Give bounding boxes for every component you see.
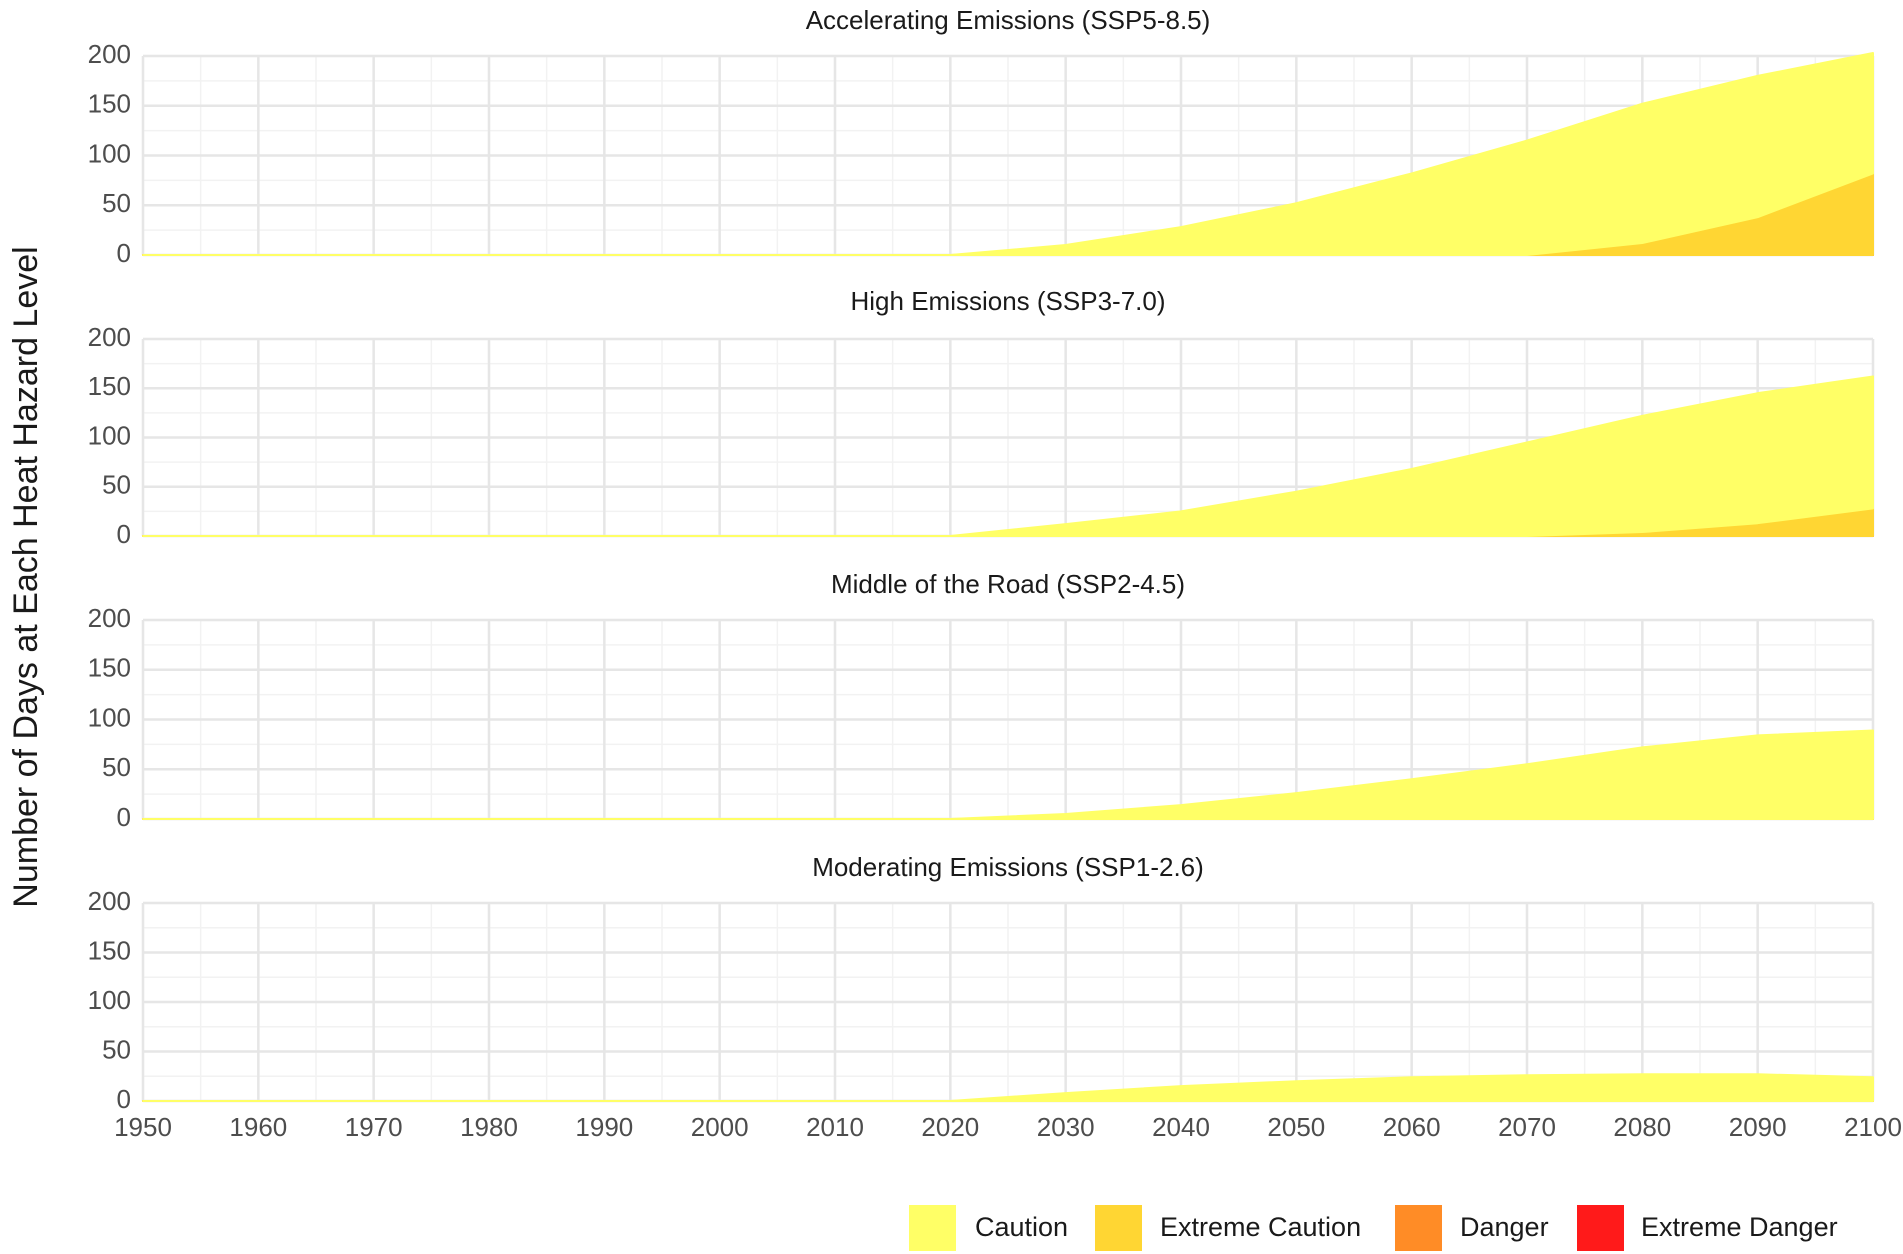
x-tick-label: 1950 bbox=[114, 1112, 172, 1142]
x-tick-label: 2020 bbox=[921, 1112, 979, 1142]
y-tick-label: 50 bbox=[102, 1034, 131, 1064]
x-tick-label: 2060 bbox=[1383, 1112, 1441, 1142]
x-tick-label: 1970 bbox=[345, 1112, 403, 1142]
y-tick-label: 0 bbox=[117, 1084, 131, 1114]
legend-label: Extreme Danger bbox=[1641, 1212, 1838, 1242]
y-tick-label: 150 bbox=[88, 89, 131, 119]
y-tick-label: 100 bbox=[88, 702, 131, 732]
area bbox=[142, 1073, 1874, 1102]
y-tick-label: 50 bbox=[102, 470, 131, 500]
y-axis-label: Number of Days at Each Heat Hazard Level bbox=[7, 246, 45, 907]
x-tick-label: 2100 bbox=[1844, 1112, 1902, 1142]
y-tick-label: 100 bbox=[88, 985, 131, 1015]
y-tick-label: 0 bbox=[117, 519, 131, 549]
legend-swatch bbox=[909, 1205, 956, 1251]
panel-title: Middle of the Road (SSP2-4.5) bbox=[831, 569, 1185, 599]
y-tick-label: 150 bbox=[88, 935, 131, 965]
area bbox=[142, 729, 1874, 820]
y-tick-label: 100 bbox=[88, 420, 131, 450]
x-tick-label: 1960 bbox=[229, 1112, 287, 1142]
legend-label: Caution bbox=[975, 1212, 1068, 1242]
y-tick-label: 200 bbox=[88, 322, 131, 352]
y-tick-label: 50 bbox=[102, 188, 131, 218]
x-tick-label: 2050 bbox=[1267, 1112, 1325, 1142]
x-tick-label: 1990 bbox=[575, 1112, 633, 1142]
panel-title: Moderating Emissions (SSP1-2.6) bbox=[812, 852, 1204, 882]
y-tick-label: 100 bbox=[88, 138, 131, 168]
legend-label: Danger bbox=[1460, 1212, 1549, 1242]
y-tick-label: 150 bbox=[88, 653, 131, 683]
y-tick-label: 200 bbox=[88, 603, 131, 633]
x-tick-label: 2010 bbox=[806, 1112, 864, 1142]
area bbox=[142, 52, 1874, 256]
legend-label: Extreme Caution bbox=[1160, 1212, 1361, 1242]
y-tick-label: 200 bbox=[88, 39, 131, 69]
x-tick-label: 1980 bbox=[460, 1112, 518, 1142]
x-tick-label: 2090 bbox=[1729, 1112, 1787, 1142]
panel-title: High Emissions (SSP3-7.0) bbox=[851, 286, 1166, 316]
legend-swatch bbox=[1577, 1205, 1624, 1251]
y-tick-label: 0 bbox=[117, 802, 131, 832]
legend-swatch bbox=[1095, 1205, 1142, 1251]
y-tick-label: 50 bbox=[102, 752, 131, 782]
x-tick-label: 2030 bbox=[1037, 1112, 1095, 1142]
x-tick-label: 2040 bbox=[1152, 1112, 1210, 1142]
y-tick-label: 0 bbox=[117, 238, 131, 268]
x-tick-label: 2070 bbox=[1498, 1112, 1556, 1142]
y-tick-label: 200 bbox=[88, 886, 131, 916]
area bbox=[142, 375, 1874, 537]
y-tick-label: 150 bbox=[88, 371, 131, 401]
legend-swatch bbox=[1395, 1205, 1442, 1251]
panel-title: Accelerating Emissions (SSP5-8.5) bbox=[806, 5, 1211, 35]
x-tick-label: 2000 bbox=[691, 1112, 749, 1142]
x-tick-label: 2080 bbox=[1613, 1112, 1671, 1142]
